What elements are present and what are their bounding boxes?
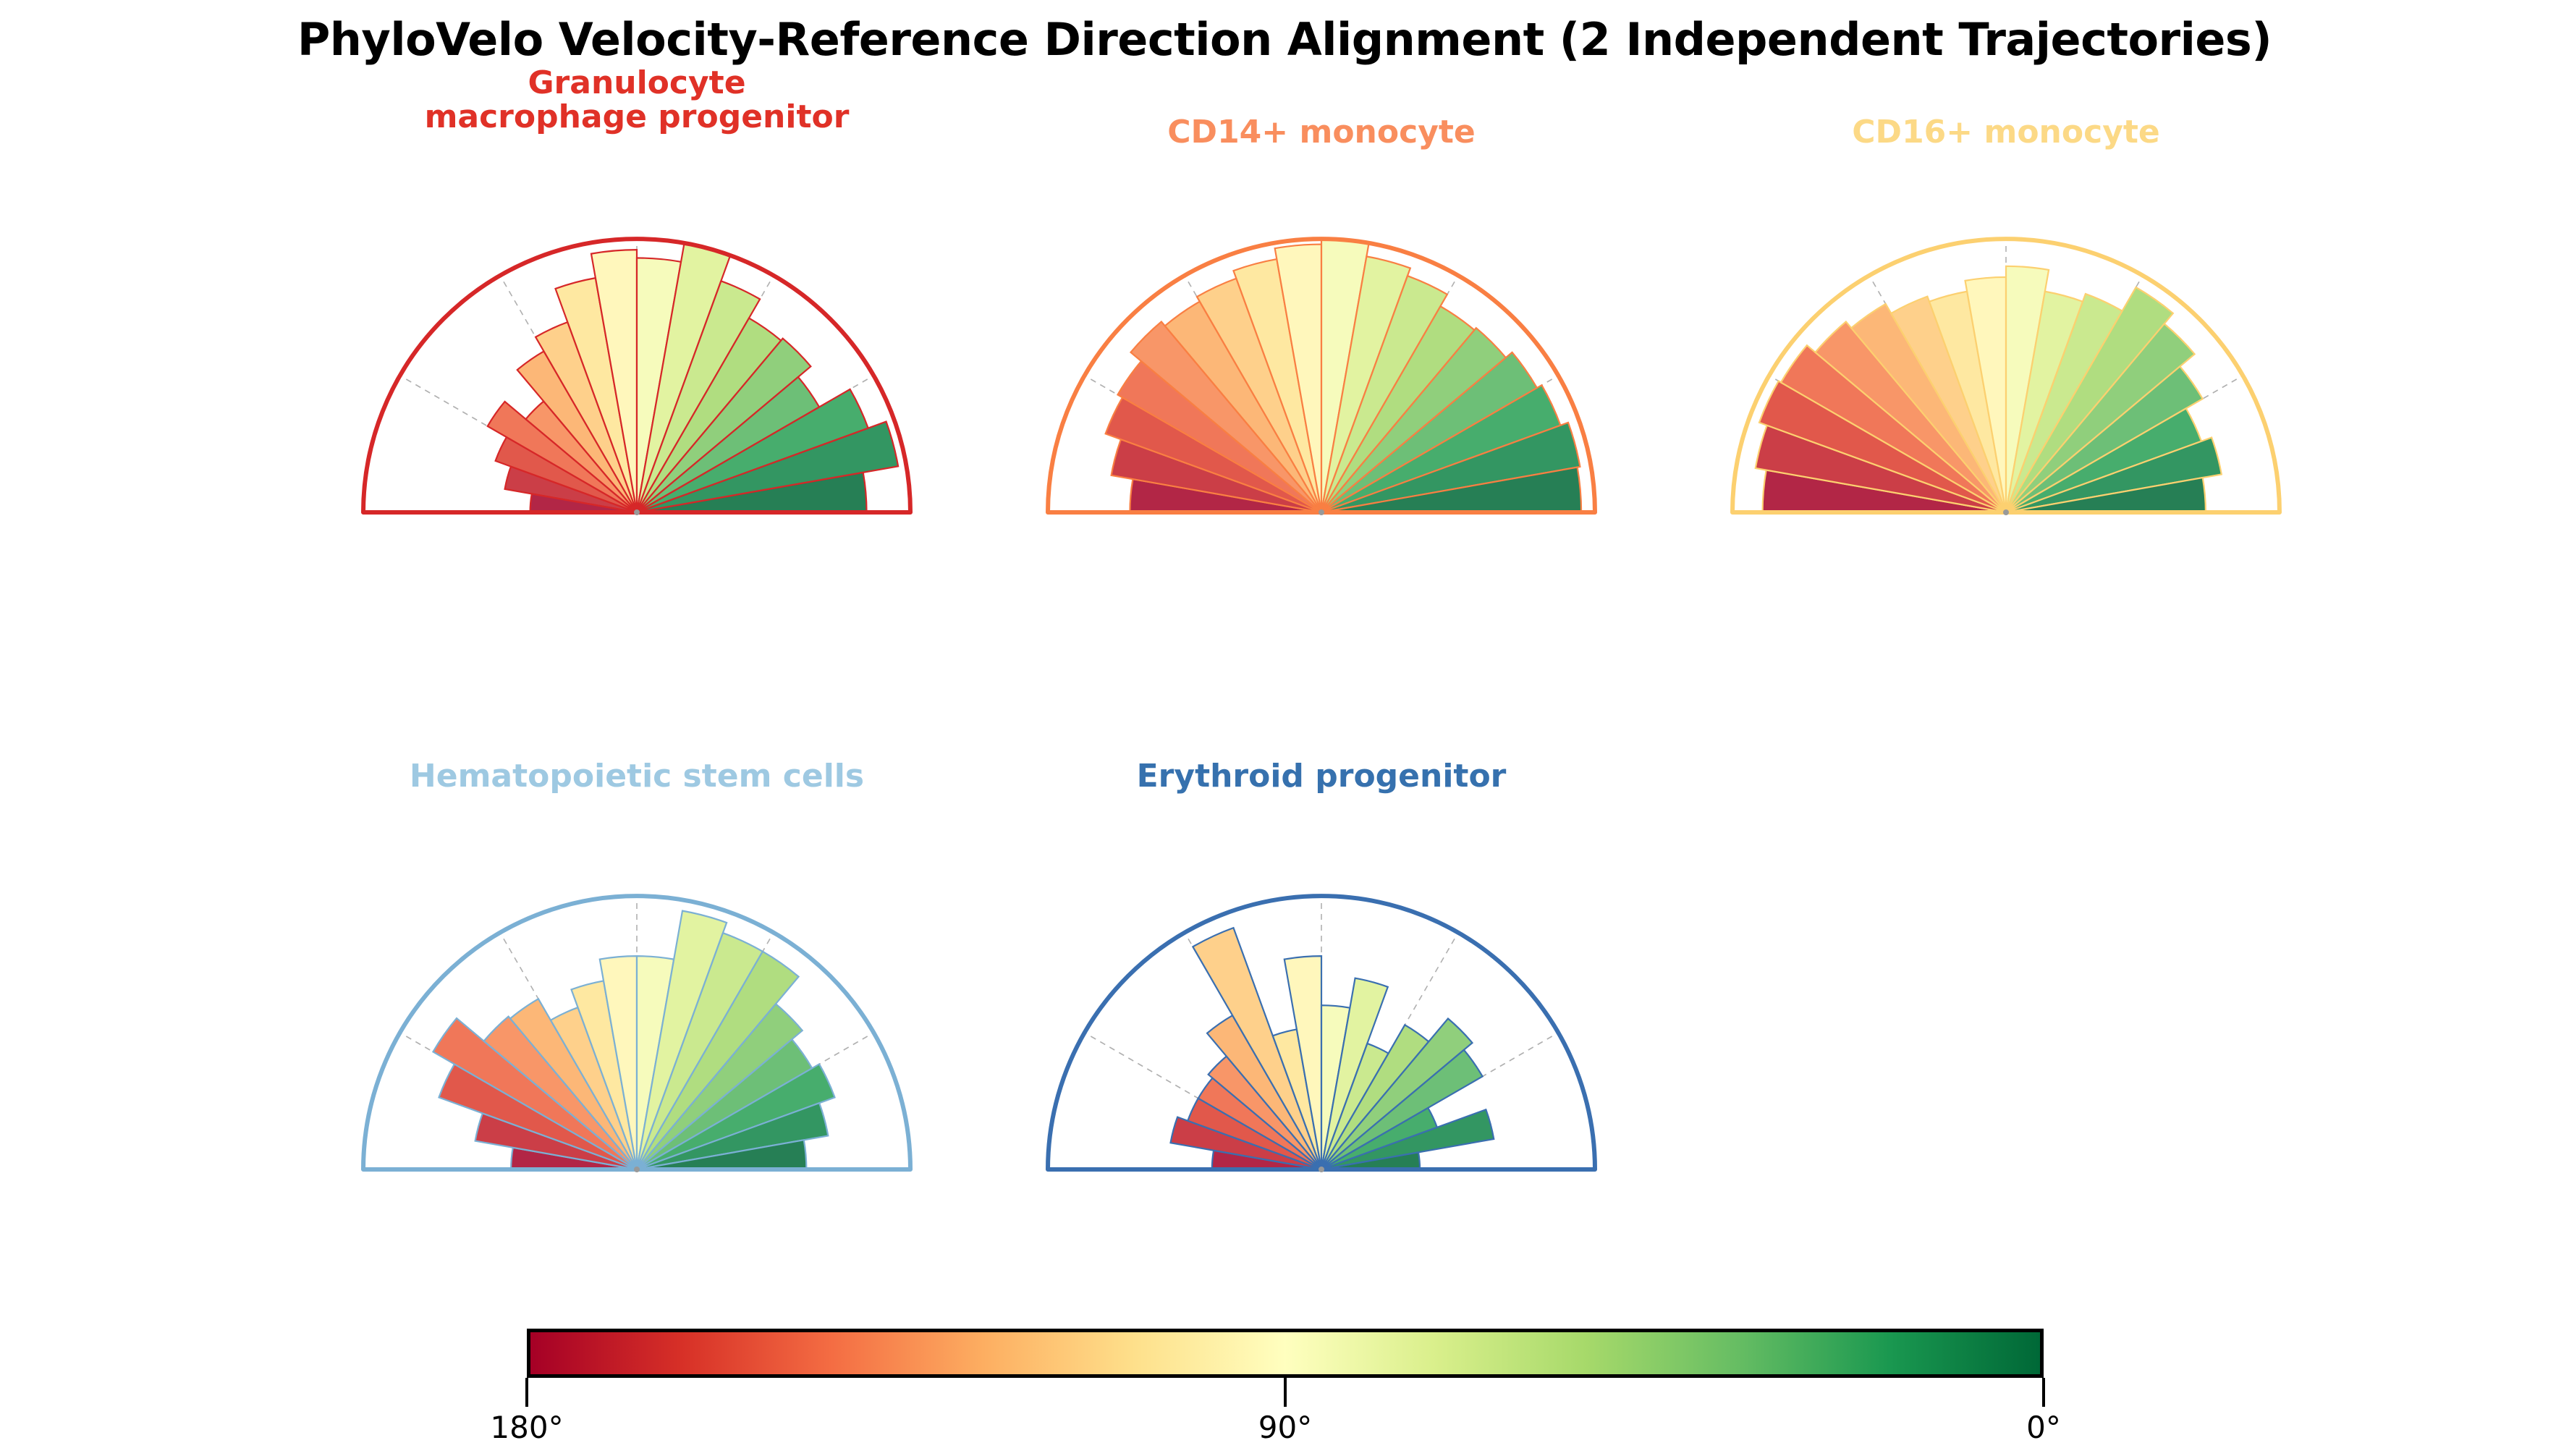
rose-bar [1758, 380, 2007, 514]
polar-spine [1730, 237, 2282, 515]
rose-plot-cd16-monocyte [1730, 237, 2282, 515]
rose-bar [486, 400, 638, 513]
rose-plot-cd14-monocyte [1046, 237, 1597, 515]
polar-origin-marker [1319, 509, 1324, 515]
panel-title-granulocyte-macrophage-progenitor: Granulocyte macrophage progenitor [424, 64, 850, 135]
rose-bar [1779, 344, 2007, 513]
rose-bar [1850, 302, 2007, 513]
rose-bars [1169, 926, 1495, 1171]
polar-axes-hematopoietic-stem-cells [353, 886, 920, 1180]
rose-bars [1754, 265, 2223, 514]
colorbar-tick-mark [525, 1378, 528, 1407]
rose-bar [2005, 436, 2223, 514]
rose-bar [2005, 365, 2204, 513]
panel-title-erythroid-progenitor: Erythroid progenitor [1136, 758, 1507, 795]
rose-bar [1889, 295, 2007, 513]
rose-bars [431, 910, 836, 1171]
rose-bar [636, 950, 800, 1170]
rose-bars [1104, 237, 1583, 514]
rose-bar [1320, 274, 1449, 513]
rose-bar [1813, 320, 2007, 513]
rose-bar [1191, 926, 1323, 1170]
polar-spine [1046, 894, 1597, 1172]
rose-bar [636, 1062, 836, 1171]
rose-plot-granulocyte-macrophage-progenitor [361, 237, 913, 515]
rose-bar [1321, 1108, 1495, 1171]
polar-spine [361, 894, 913, 1172]
rose-bar [1321, 421, 1581, 514]
rose-bar [636, 420, 900, 514]
polar-origin-marker [634, 509, 640, 515]
rose-bar [1320, 255, 1412, 513]
figure-title: PhyloVelo Velocity-Reference Direction A… [297, 13, 2272, 66]
rose-bar [1129, 320, 1322, 513]
polar-origin-marker [634, 1167, 640, 1172]
rose-bar [2005, 322, 2196, 513]
rose-bar [2005, 286, 2175, 513]
colorbar-tick-label: 0° [2026, 1410, 2061, 1445]
colorbar-gradient [527, 1329, 2044, 1378]
colorbar-tick-label: 180° [490, 1410, 564, 1445]
polar-origin-marker [1319, 1167, 1324, 1172]
polar-axes-granulocyte-macrophage-progenitor [353, 229, 920, 522]
rose-bars [486, 242, 900, 514]
panel-title-hematopoietic-stem-cells: Hematopoietic stem cells [409, 758, 865, 795]
polar-axes-cd16-monocyte [1722, 229, 2290, 522]
rose-bar [509, 997, 638, 1170]
polar-axes-cd14-monocyte [1038, 229, 1605, 522]
colorbar-tick-label: 90° [1258, 1410, 1313, 1445]
rose-plot-erythroid-progenitor [1046, 894, 1597, 1172]
rose-bar [636, 1002, 804, 1170]
colorbar-tick-mark [2042, 1378, 2045, 1407]
rose-bar [431, 1017, 638, 1170]
panel-title-cd14-monocyte: CD14+ monocyte [1167, 114, 1476, 151]
polar-origin-marker [2003, 509, 2009, 515]
colorbar-tick-labels: 180° 90° 0° [490, 1378, 2061, 1445]
rose-bar [635, 279, 761, 513]
polar-spine [361, 237, 913, 515]
rose-plot-hematopoietic-stem-cells [361, 894, 913, 1172]
rose-bar [590, 249, 638, 513]
rose-bar [483, 1015, 638, 1170]
panel-title-cd16-monocyte: CD16+ monocyte [1852, 114, 2160, 151]
polar-spine [1046, 237, 1597, 515]
rose-bar [635, 910, 728, 1170]
rose-bar [636, 1101, 829, 1171]
colorbar [527, 1329, 2044, 1378]
rose-bar [1321, 1049, 1484, 1170]
colorbar-tick-mark [1284, 1378, 1287, 1407]
polar-axes-erythroid-progenitor [1038, 886, 1605, 1180]
rose-bar [636, 337, 812, 513]
rose-bar [1283, 955, 1323, 1170]
rose-bar [1321, 1017, 1474, 1170]
